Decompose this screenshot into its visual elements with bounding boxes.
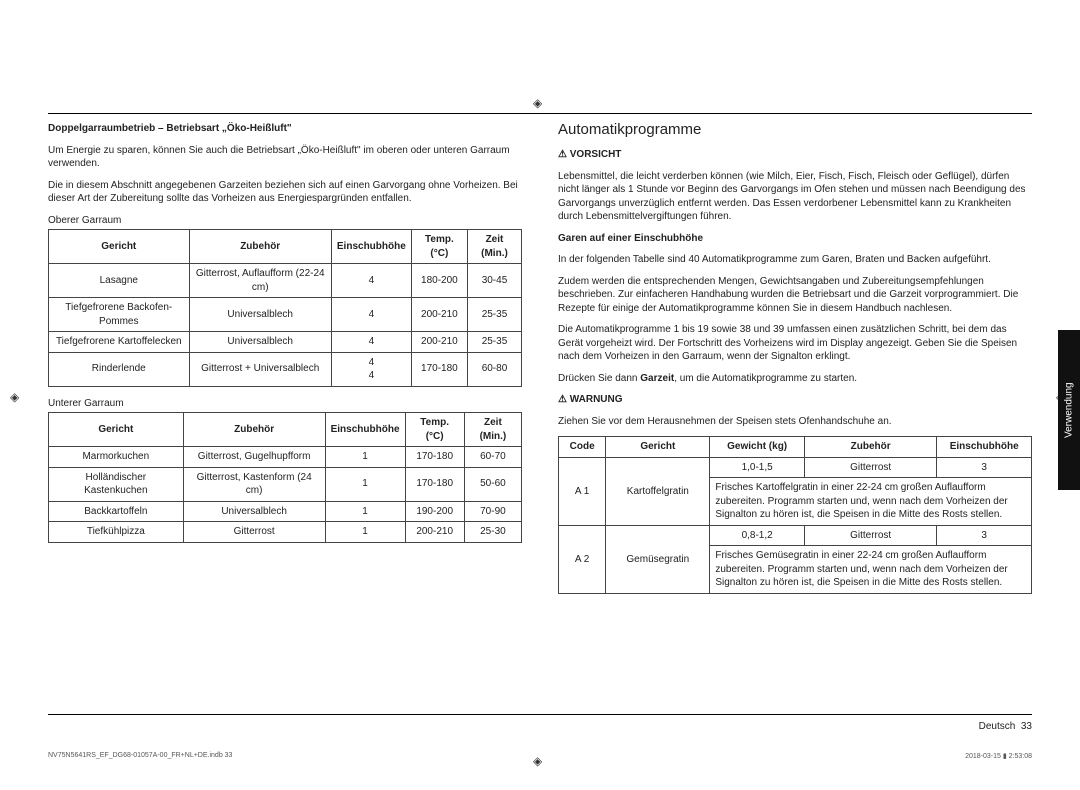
table-row: RinderlendeGitterrost + Universalblech4 … — [49, 352, 522, 386]
right-para-5: Drücken Sie dann Garzeit, um die Automat… — [558, 372, 1032, 386]
footer-page: 33 — [1021, 721, 1032, 732]
auto-program-table: Code Gericht Gewicht (kg) Zubehör Einsch… — [558, 436, 1032, 594]
right-column: Automatikprogramme VORSICHT Lebensmittel… — [558, 120, 1032, 750]
upper-chamber-label: Oberer Garraum — [48, 214, 522, 228]
caution-label: VORSICHT — [558, 148, 1032, 162]
th-temp: Temp. (°C) — [411, 230, 467, 264]
page: Doppelgarraumbetrieb – Betriebsart „Öko-… — [0, 0, 1080, 790]
section-title: Automatikprogramme — [558, 120, 1032, 140]
table-row: Holländischer KastenkuchenGitterrost, Ka… — [49, 467, 522, 501]
right-para-2: In der folgenden Tabelle sind 40 Automat… — [558, 253, 1032, 267]
print-file: NV75N5641RS_EF_DG68-01057A-00_FR+NL+DE.i… — [48, 752, 232, 760]
table-header-row: Gericht Zubehör Einschubhöhe Temp. (°C) … — [49, 230, 522, 264]
page-footer: Deutsch 33 — [979, 721, 1032, 732]
table-header-row: Code Gericht Gewicht (kg) Zubehör Einsch… — [559, 437, 1032, 458]
table-row: Tiefgefrorene KartoffeleckenUniversalble… — [49, 332, 522, 353]
left-heading: Doppelgarraumbetrieb – Betriebsart „Öko-… — [48, 122, 522, 136]
table-row: MarmorkuchenGitterrost, Gugelhupfform117… — [49, 447, 522, 468]
right-para-3: Zudem werden die entsprechenden Mengen, … — [558, 275, 1032, 316]
lower-chamber-table: Gericht Zubehör Einschubhöhe Temp. (°C) … — [48, 412, 522, 543]
table-row: BackkartoffelnUniversalblech1190-20070-9… — [49, 501, 522, 522]
th-accessory: Zubehör — [189, 230, 331, 264]
table-row: A 1 Kartoffelgratin 1,0-1,5 Gitterrost 3 — [559, 457, 1032, 478]
th-level: Einschubhöhe — [331, 230, 411, 264]
reg-mark-left — [10, 388, 24, 402]
left-para-2: Die in diesem Abschnitt angegebenen Garz… — [48, 179, 522, 206]
table-header-row: Gericht Zubehör Einschubhöhe Temp. (°C) … — [49, 413, 522, 447]
subsection-heading: Garen auf einer Einschubhöhe — [558, 232, 1032, 246]
footer-lang: Deutsch — [979, 721, 1016, 732]
left-para-1: Um Energie zu sparen, können Sie auch di… — [48, 144, 522, 171]
side-tab: Verwendung — [1058, 330, 1080, 490]
left-column: Doppelgarraumbetrieb – Betriebsart „Öko-… — [48, 120, 522, 750]
rule-top — [48, 113, 1032, 114]
reg-mark-top — [533, 94, 547, 108]
table-row: A 2 Gemüsegratin 0,8-1,2 Gitterrost 3 — [559, 525, 1032, 546]
table-row: Tiefgefrorene Backofen-PommesUniversalbl… — [49, 298, 522, 332]
th-time: Zeit (Min.) — [467, 230, 521, 264]
print-time: 2018-03-15 ▮ 2:53:08 — [965, 752, 1032, 760]
lower-chamber-label: Unterer Garraum — [48, 397, 522, 411]
rule-bottom — [48, 714, 1032, 715]
table-row: TiefkühlpizzaGitterrost1200-21025-30 — [49, 522, 522, 543]
right-para-4: Die Automatikprogramme 1 bis 19 sowie 38… — [558, 323, 1032, 364]
table-row: LasagneGitterrost, Auflaufform (22-24 cm… — [49, 264, 522, 298]
print-mark: NV75N5641RS_EF_DG68-01057A-00_FR+NL+DE.i… — [48, 752, 1032, 760]
caution-text: Lebensmittel, die leicht verderben könne… — [558, 170, 1032, 224]
upper-chamber-table: Gericht Zubehör Einschubhöhe Temp. (°C) … — [48, 229, 522, 387]
th-dish: Gericht — [49, 230, 190, 264]
warning-label: WARNUNG — [558, 393, 1032, 407]
warning-text: Ziehen Sie vor dem Herausnehmen der Spei… — [558, 415, 1032, 429]
